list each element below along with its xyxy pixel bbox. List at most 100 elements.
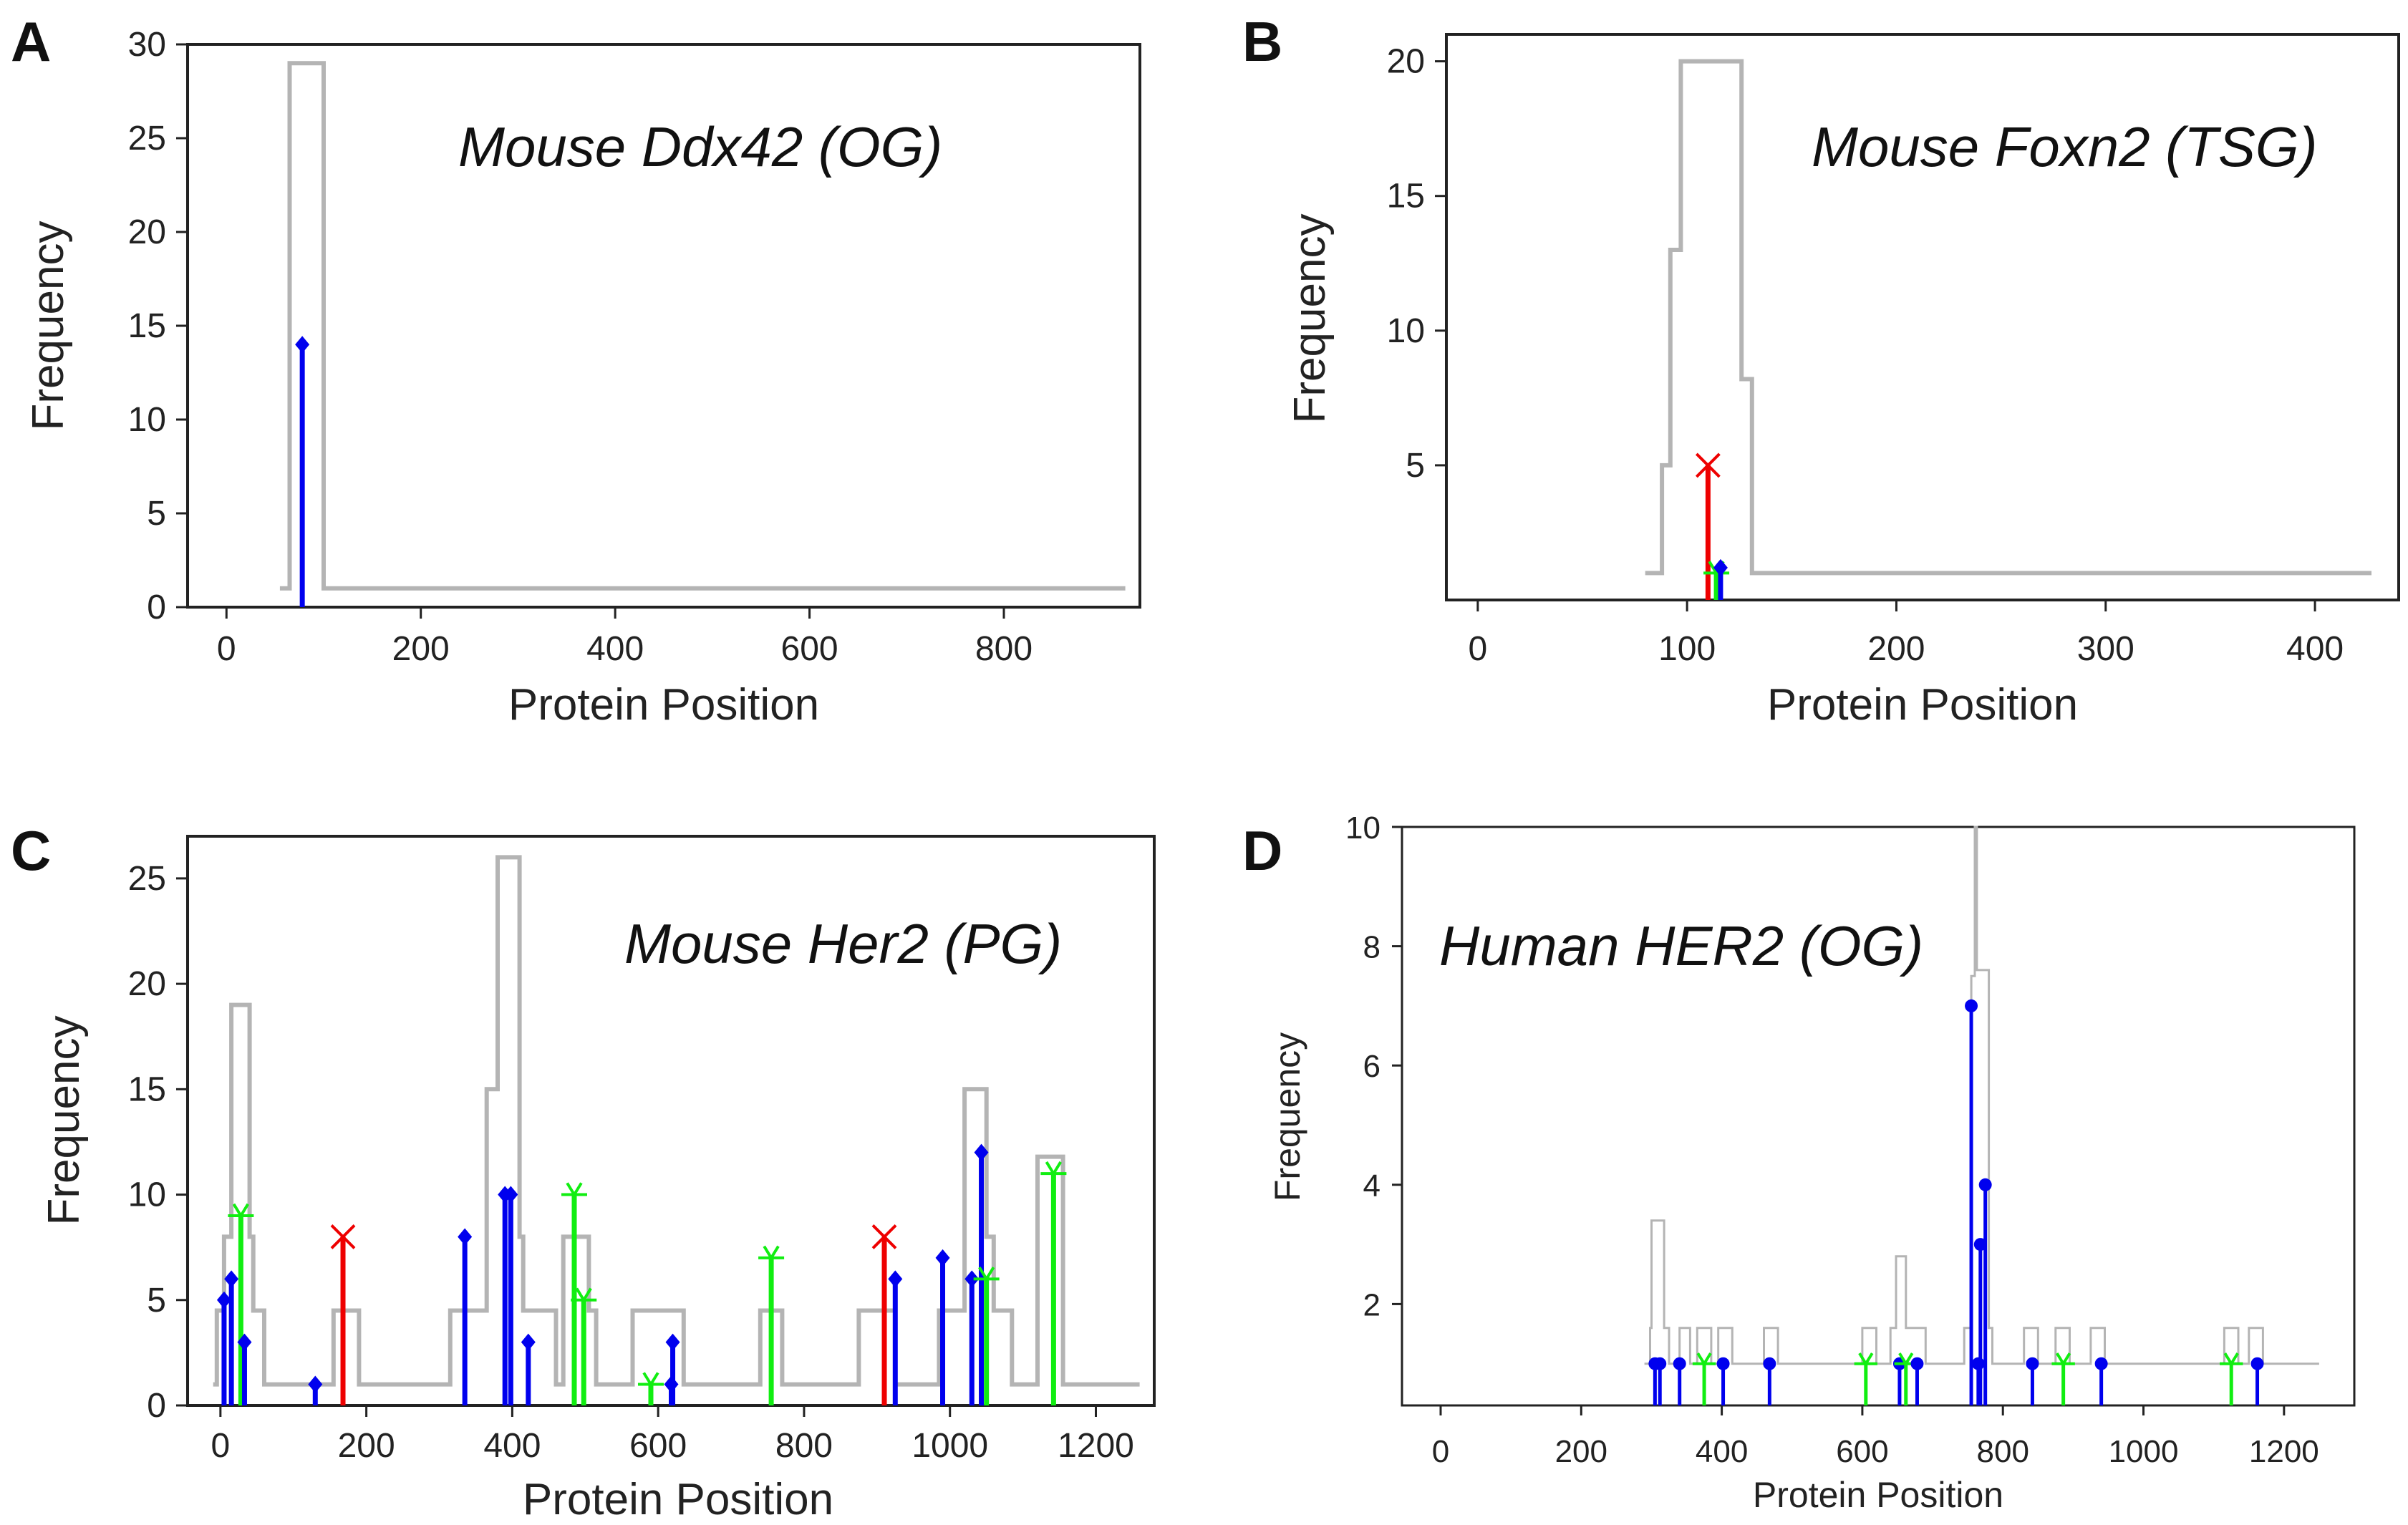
lollipop-head (637, 1372, 664, 1388)
y-tick-label-c-20: 20 (128, 965, 166, 1003)
lollipop-head (935, 1249, 950, 1267)
lollipops-c (216, 1143, 1067, 1405)
lollipops-d (1648, 999, 2264, 1405)
lollipop-c-22-silent (1040, 1161, 1067, 1405)
x-tick-label-d-600: 600 (1836, 1434, 1888, 1469)
panel-letter-b: B (1242, 10, 1282, 73)
y-tick-label-d-2: 2 (1363, 1287, 1381, 1322)
chart-title-c: Mouse Her2 (PG) (624, 912, 1062, 975)
chart-panel-a: A 0 200 400 600 800 0 5 10 15 20 25 30 Mouse Ddx42 … (11, 10, 1141, 730)
lollipop-c-21-silent (973, 1267, 1000, 1405)
x-tick-label-c-200: 200 (338, 1427, 395, 1465)
lollipop-head (521, 1333, 536, 1351)
axes-a: 0 200 400 600 800 0 5 10 15 20 25 30 (128, 26, 1033, 668)
lollipop-c-14-missense (665, 1333, 680, 1405)
y-tick-label-c-25: 25 (128, 860, 166, 898)
lollipop-head (1653, 1357, 1667, 1370)
lollipop-head (571, 1287, 597, 1303)
lollipop-d-17-silent (2220, 1352, 2243, 1405)
lollipop-d-11-missense (1971, 1357, 1985, 1405)
y-tick-label-b-10: 10 (1387, 312, 1425, 350)
lollipop-c-0-missense (216, 1291, 231, 1405)
x-tick-label-d-1000: 1000 (2109, 1434, 2179, 1469)
axes-c: 0 200 400 600 800 1000 1200 0 5 10 15 20 25 (128, 860, 1134, 1465)
lollipop-d-14-missense (2026, 1357, 2039, 1405)
y-tick-label-a-5: 5 (147, 495, 166, 533)
x-axis-label-b: Protein Position (1767, 680, 2078, 730)
density-line-d (1644, 826, 2319, 1365)
x-tick-label-d-1200: 1200 (2249, 1434, 2319, 1469)
lollipop-head (1854, 1352, 1878, 1367)
y-axis-label-b: Frequency (1285, 214, 1335, 424)
x-tick-label-a-200: 200 (392, 630, 450, 668)
chart-panel-d: D 0 200 400 600 800 1000 1200 2 4 6 8 10 Human HER2… (1242, 810, 2356, 1515)
lollipop-head (758, 1245, 785, 1261)
y-axis-label-c: Frequency (39, 1016, 89, 1226)
plot-frame-d (1401, 826, 2356, 1407)
y-tick-label-c-15: 15 (128, 1070, 166, 1108)
y-tick-label-d-6: 6 (1363, 1049, 1381, 1084)
lollipop-head (458, 1228, 473, 1246)
lollipop-head (973, 1267, 1000, 1282)
lollipop-head (871, 1224, 897, 1249)
x-tick-label-d-800: 800 (1977, 1434, 2029, 1469)
x-tick-label-c-0: 0 (211, 1427, 230, 1465)
panel-letter-d: D (1242, 819, 1282, 882)
lollipop-head (964, 1270, 980, 1288)
x-tick-label-a-400: 400 (586, 630, 644, 668)
y-tick-label-d-4: 4 (1363, 1168, 1381, 1204)
lollipop-head (216, 1291, 231, 1309)
density-b (1645, 59, 2371, 576)
lollipop-head (2220, 1352, 2243, 1367)
lollipop-head (308, 1375, 323, 1393)
y-tick-label-a-10: 10 (128, 401, 166, 439)
x-tick-label-c-800: 800 (775, 1427, 833, 1465)
chart-panel-c: C 0 200 400 600 800 1000 1200 0 5 10 15 20 25 Mouse … (11, 819, 1156, 1524)
lollipop-head (1673, 1357, 1686, 1370)
y-tick-label-a-15: 15 (128, 307, 166, 345)
x-tick-label-b-100: 100 (1658, 630, 1716, 668)
x-tick-label-d-0: 0 (1432, 1434, 1449, 1469)
lollipop-head (228, 1203, 254, 1219)
y-tick-label-a-25: 25 (128, 120, 166, 158)
y-tick-label-a-20: 20 (128, 213, 166, 251)
density-line-a (279, 61, 1126, 591)
y-tick-label-b-15: 15 (1387, 178, 1425, 216)
x-tick-label-a-0: 0 (217, 630, 236, 668)
lollipop-d-9-missense (1910, 1357, 1924, 1405)
lollipop-head (2026, 1357, 2039, 1370)
axes-d: 0 200 400 600 800 1000 1200 2 4 6 8 10 (1345, 810, 2319, 1469)
lollipop-head (974, 1143, 989, 1161)
lollipop-head (330, 1224, 356, 1249)
y-tick-label-a-30: 30 (128, 26, 166, 64)
lollipop-c-6-missense (458, 1228, 473, 1405)
x-tick-label-c-1200: 1200 (1058, 1427, 1134, 1465)
lollipop-head (2094, 1357, 2108, 1370)
y-tick-label-c-10: 10 (128, 1176, 166, 1214)
y-tick-label-a-0: 0 (147, 589, 166, 626)
density-d (1644, 826, 2319, 1365)
lollipop-head (1040, 1161, 1067, 1176)
x-tick-label-c-1000: 1000 (912, 1427, 988, 1465)
lollipop-head (295, 336, 310, 354)
lollipop-head (888, 1270, 903, 1288)
x-axis-label-d: Protein Position (1753, 1475, 2003, 1515)
plot-frame-b (1445, 33, 2400, 601)
lollipop-c-17-missense (888, 1270, 903, 1405)
lollipop-d-16-missense (2094, 1357, 2108, 1405)
lollipop-c-2-silent (228, 1203, 254, 1405)
lollipop-d-3-silent (1692, 1352, 1716, 1405)
lollipop-c-4-missense (308, 1375, 323, 1405)
axes-b: 0 100 200 300 400 5 10 15 20 (1387, 43, 2344, 668)
lollipop-d-13-missense (1978, 1178, 1992, 1405)
x-tick-label-a-800: 800 (975, 630, 1033, 668)
lollipop-c-18-missense (935, 1249, 950, 1405)
lollipop-head (1978, 1178, 1992, 1191)
lollipop-head (1763, 1357, 1776, 1370)
x-tick-label-b-0: 0 (1468, 630, 1487, 668)
lollipop-c-3-missense (237, 1333, 252, 1405)
y-axis-label-a: Frequency (24, 221, 73, 431)
lollipop-c-9-missense (521, 1333, 536, 1405)
x-tick-label-a-600: 600 (781, 630, 838, 668)
